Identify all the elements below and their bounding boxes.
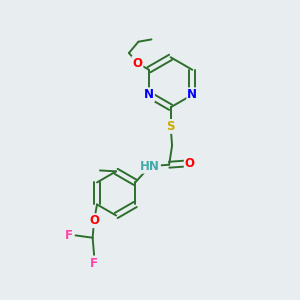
Text: F: F <box>65 229 73 242</box>
Text: F: F <box>90 257 98 270</box>
Text: N: N <box>187 88 197 101</box>
Text: HN: HN <box>140 160 160 173</box>
Text: O: O <box>185 157 195 170</box>
Text: O: O <box>133 57 142 70</box>
Text: S: S <box>167 120 175 133</box>
Text: O: O <box>89 214 99 227</box>
Text: N: N <box>144 88 154 101</box>
